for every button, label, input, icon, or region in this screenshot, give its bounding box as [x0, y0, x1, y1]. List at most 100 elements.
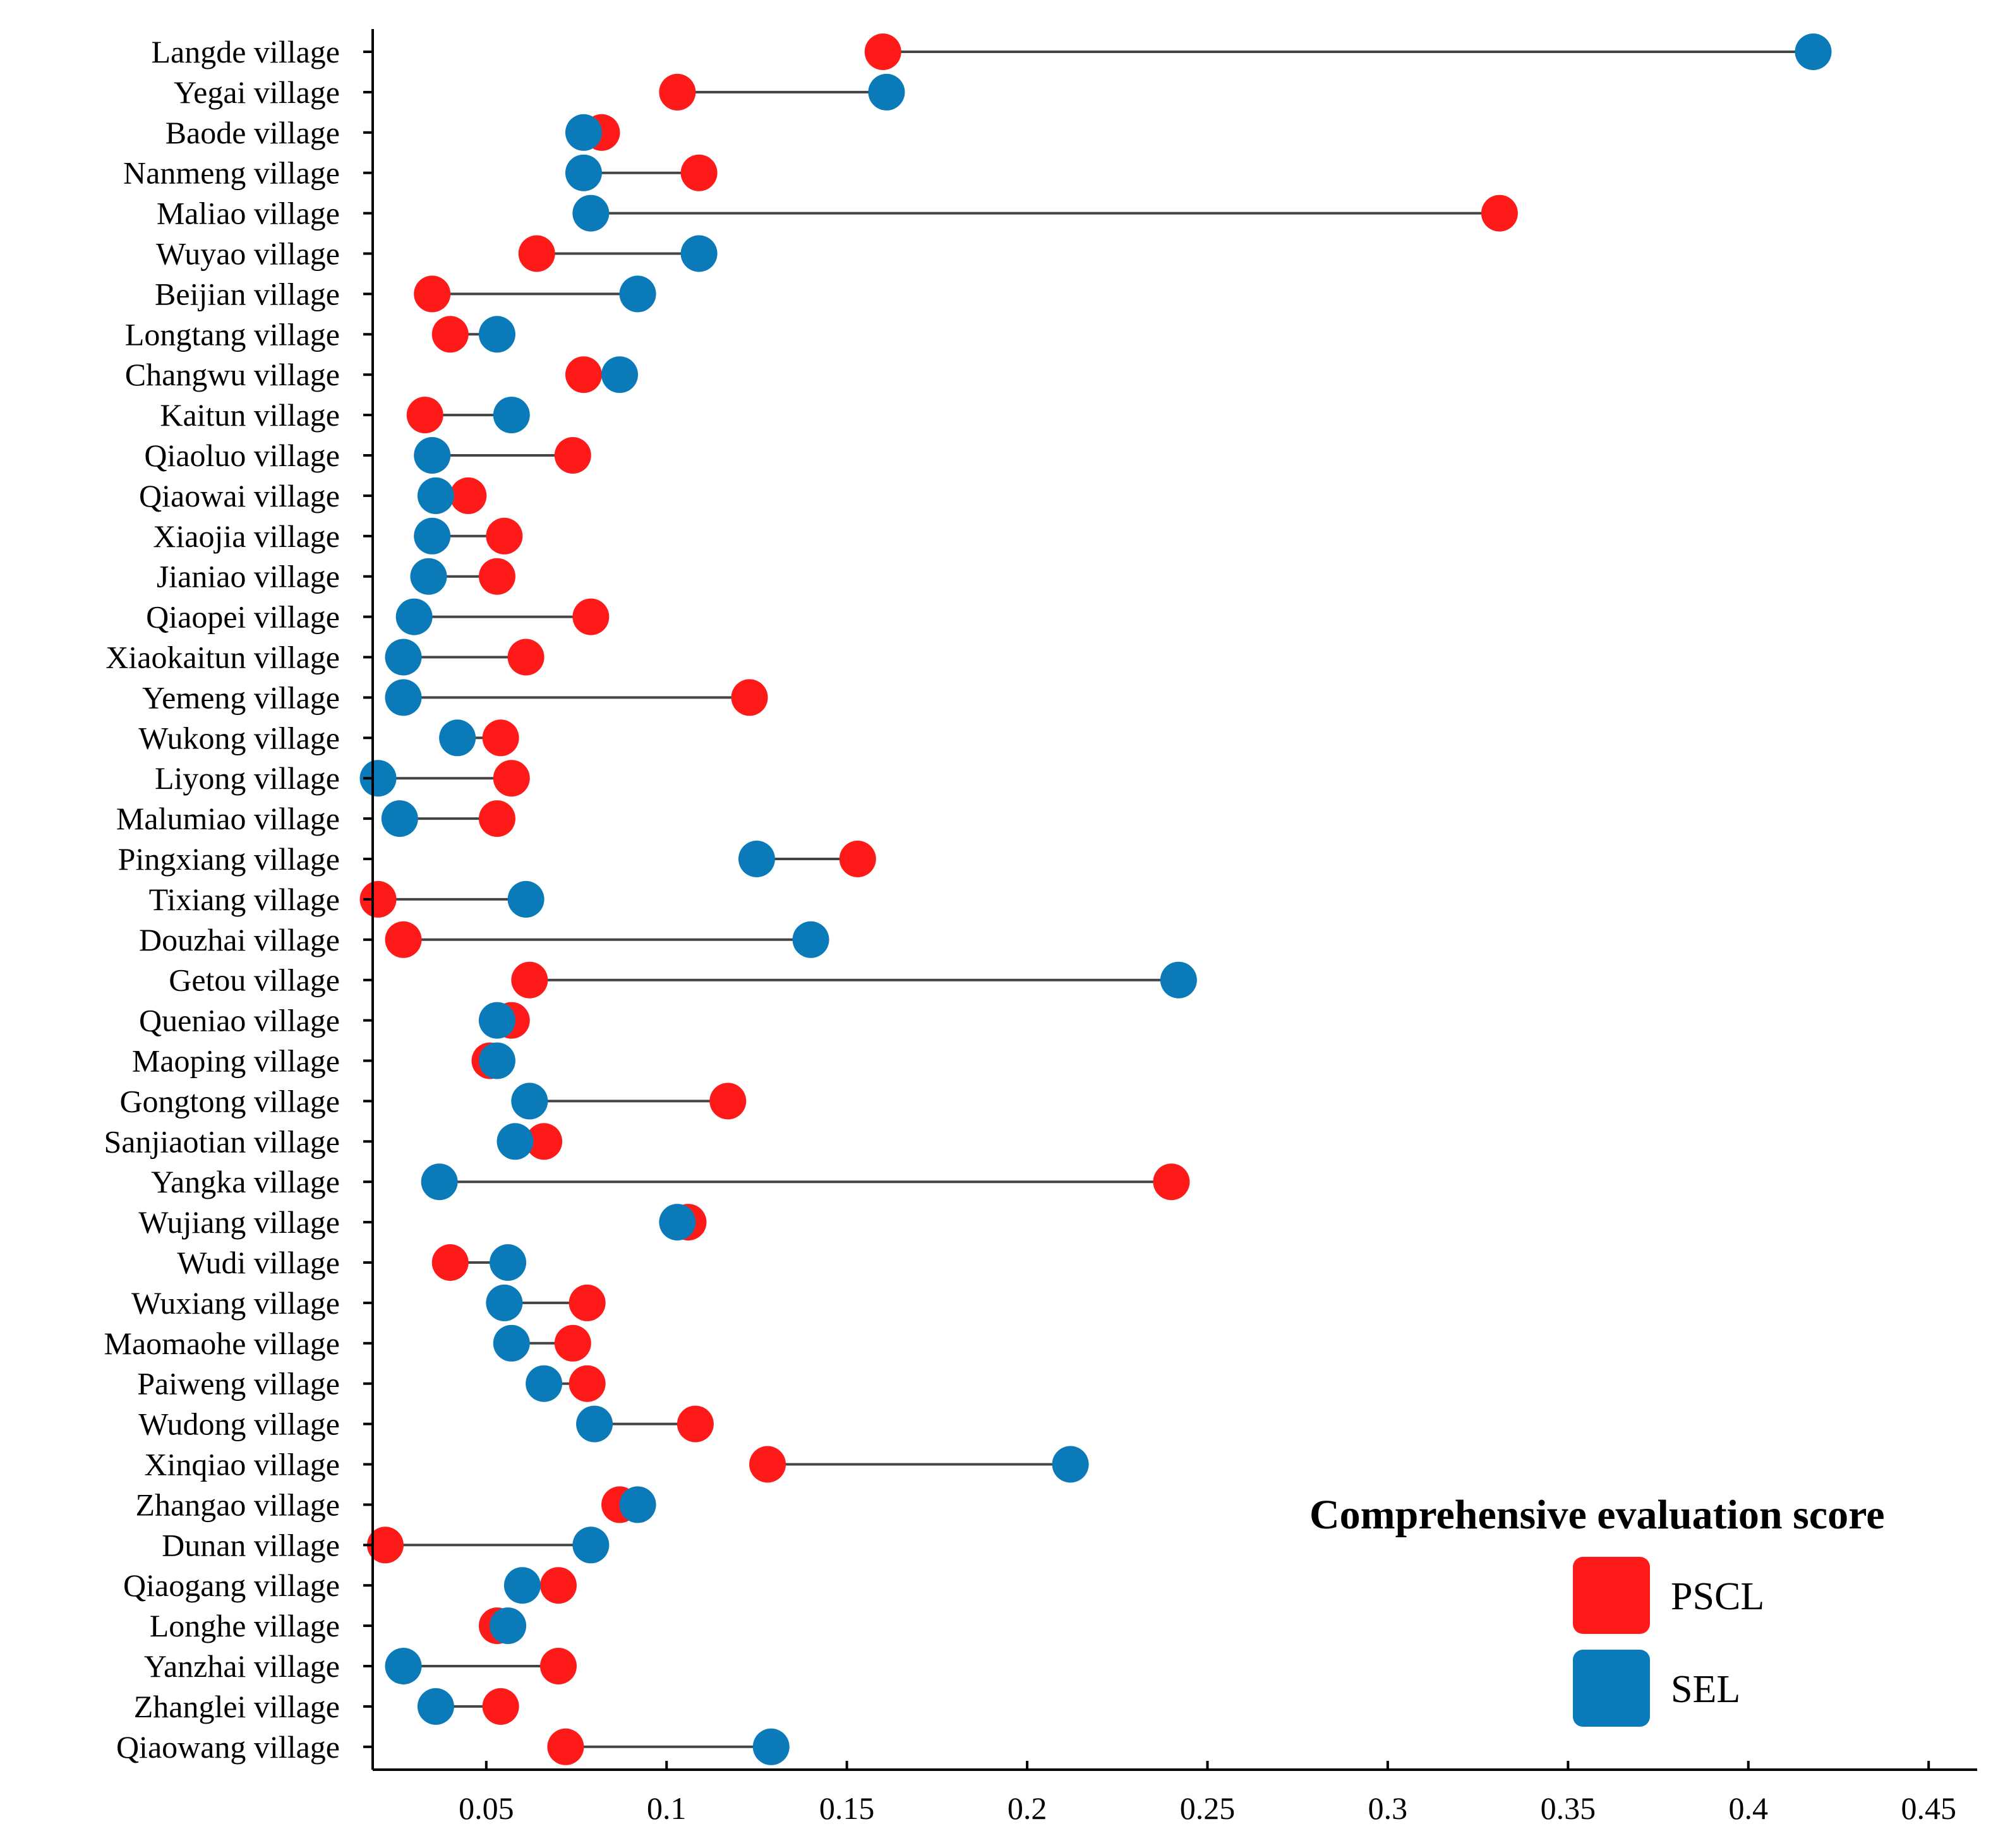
sel-point: [565, 154, 602, 191]
pscl-point: [539, 1567, 577, 1604]
pscl-point: [864, 33, 901, 70]
pscl-point: [539, 1648, 577, 1684]
x-tick-label: 0.3: [1368, 1791, 1408, 1826]
sel-point: [381, 800, 418, 837]
sel-point: [565, 114, 602, 151]
sel-point: [680, 235, 718, 272]
category-label: Yanzhai village: [144, 1648, 340, 1684]
category-label: Wukong village: [138, 720, 340, 755]
category-label: Gongtong village: [119, 1083, 340, 1119]
pscl-point: [482, 1688, 519, 1725]
category-label: Dunan village: [162, 1527, 340, 1563]
pscl-point: [1481, 195, 1518, 232]
sel-point: [486, 1284, 523, 1321]
pscl-point: [526, 1123, 563, 1160]
category-label: Wuxiang village: [131, 1285, 340, 1321]
sel-point: [1052, 1446, 1089, 1483]
sel-point: [738, 841, 775, 877]
sel-point: [792, 921, 829, 958]
pscl-point: [431, 316, 469, 353]
sel-point: [572, 195, 610, 232]
category-label: Qiaowang village: [116, 1729, 340, 1765]
pscl-point: [677, 1405, 714, 1443]
pscl-point: [478, 558, 515, 595]
sel-point: [503, 1567, 541, 1604]
category-label: Xiaokaitun village: [105, 640, 340, 675]
sel-point: [619, 1486, 656, 1523]
x-tick-label: 0.4: [1729, 1791, 1769, 1826]
category-label: Beijian village: [155, 276, 340, 311]
category-label: Douzhai village: [139, 922, 340, 957]
legend-label-sel: SEL: [1671, 1668, 1740, 1711]
x-tick-label: 0.05: [459, 1791, 514, 1826]
pscl-point: [511, 961, 548, 999]
pscl-point: [431, 1244, 469, 1281]
category-label: Liyong village: [155, 760, 340, 796]
category-label: Qiaogang village: [123, 1568, 340, 1603]
sel-point: [414, 437, 451, 474]
category-label: Jianiao village: [157, 559, 340, 594]
category-label: Pingxiang village: [118, 841, 340, 877]
sel-point: [439, 719, 476, 757]
sel-point: [478, 1042, 515, 1079]
sel-point: [659, 1204, 696, 1241]
category-label: Zhangao village: [136, 1487, 340, 1522]
sel-point: [417, 1688, 454, 1725]
category-label: Sanjiaotian village: [104, 1124, 340, 1159]
pscl-point: [518, 235, 555, 272]
sel-point: [414, 517, 451, 555]
sel-point: [421, 1163, 458, 1201]
legend-label-pscl: PSCL: [1671, 1575, 1764, 1618]
x-tick-label: 0.15: [819, 1791, 875, 1826]
category-label: Queniao village: [139, 1003, 340, 1038]
pscl-point: [554, 1324, 591, 1362]
sel-point: [752, 1728, 790, 1765]
category-label: Maoping village: [132, 1043, 340, 1079]
pscl-point: [565, 356, 602, 393]
x-tick-label: 0.45: [1901, 1791, 1956, 1826]
x-tick-label: 0.1: [647, 1791, 687, 1826]
sel-point: [410, 558, 447, 595]
sel-point: [385, 639, 422, 676]
sel-point: [576, 1405, 613, 1443]
sel-point: [526, 1365, 563, 1402]
sel-point: [507, 880, 545, 918]
category-label: Qiaopei village: [146, 599, 340, 635]
pscl-point: [572, 598, 610, 635]
pscl-point: [659, 73, 696, 111]
pscl-point: [839, 841, 876, 877]
pscl-point: [359, 880, 397, 918]
pscl-point: [366, 1527, 404, 1564]
pscl-point: [478, 800, 515, 837]
x-ticks: 0.05 0.1 0.15 0.2 0.25 0.3 0.35 0.4 0.45: [459, 1761, 1956, 1826]
pscl-point: [414, 275, 451, 313]
category-label: Qiaowai village: [139, 478, 340, 513]
pscl-point: [507, 639, 545, 676]
sel-point: [490, 1607, 527, 1645]
category-label: Yegai village: [174, 75, 340, 110]
category-labels: Langde village Yegai village Baode village…: [104, 34, 373, 1765]
category-label: Wudong village: [138, 1407, 340, 1442]
sel-point: [601, 356, 639, 393]
sel-point: [868, 73, 905, 111]
sel-point: [395, 598, 433, 635]
pscl-point: [450, 477, 487, 514]
sel-point: [511, 1083, 548, 1120]
x-tick-label: 0.2: [1008, 1791, 1047, 1826]
sel-point: [359, 760, 397, 797]
legend-swatch-pscl: [1573, 1557, 1650, 1634]
pscl-point: [731, 679, 768, 716]
sel-point: [619, 275, 656, 313]
pscl-point: [749, 1446, 786, 1483]
x-tick-label: 0.35: [1541, 1791, 1596, 1826]
category-label: Wuyao village: [156, 236, 340, 272]
pscl-point: [554, 437, 591, 474]
pscl-point: [385, 921, 422, 958]
category-label: Longtang village: [125, 316, 340, 352]
sel-point: [496, 1123, 534, 1160]
legend-title: Comprehensive evaluation score: [1309, 1492, 1885, 1538]
category-label: Maomaohe village: [104, 1326, 340, 1361]
category-label: Getou village: [169, 963, 340, 998]
category-label: Changwu village: [125, 357, 340, 392]
